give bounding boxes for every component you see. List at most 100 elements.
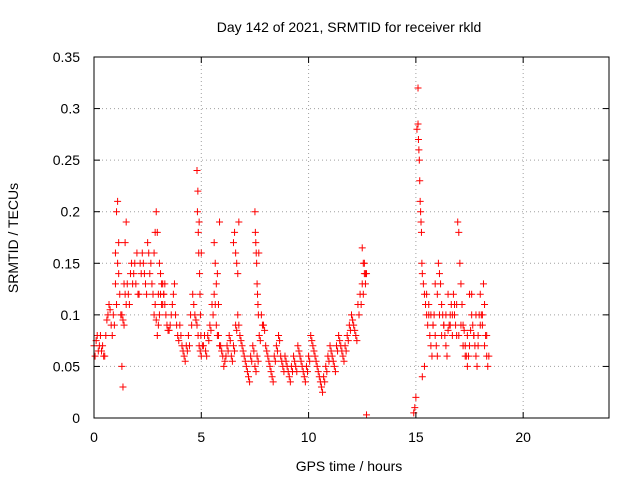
data-point	[91, 352, 99, 360]
data-point	[448, 311, 456, 319]
data-point	[255, 331, 263, 339]
data-point	[119, 383, 127, 391]
data-point	[111, 280, 119, 288]
data-point	[224, 347, 232, 355]
data-point	[457, 321, 465, 329]
data-point	[243, 368, 251, 376]
data-point	[212, 280, 220, 288]
data-point	[463, 362, 471, 370]
x-tick-label: 20	[515, 429, 531, 445]
y-tick-label: 0.05	[53, 358, 80, 374]
data-point	[266, 362, 274, 370]
y-axis-label: SRMTID / TECUs	[5, 183, 21, 293]
data-point	[290, 352, 298, 360]
data-point	[481, 301, 489, 309]
data-point	[301, 378, 309, 386]
data-point	[134, 290, 142, 298]
data-point	[342, 347, 350, 355]
data-point	[209, 311, 217, 319]
data-point	[417, 228, 425, 236]
data-point	[190, 301, 198, 309]
data-point	[213, 331, 221, 339]
data-point	[263, 347, 271, 355]
data-point	[111, 249, 119, 257]
data-point	[252, 239, 260, 247]
data-point	[197, 249, 205, 257]
data-point	[359, 259, 367, 267]
data-point	[323, 368, 331, 376]
data-point	[252, 368, 260, 376]
data-point	[193, 166, 201, 174]
data-point	[254, 357, 262, 365]
data-point	[254, 311, 262, 319]
data-point	[114, 197, 122, 205]
data-point	[446, 321, 454, 329]
data-point	[282, 357, 290, 365]
data-point	[415, 146, 423, 154]
data-point	[212, 321, 220, 329]
data-point	[411, 404, 419, 412]
data-point	[456, 259, 464, 267]
data-point	[306, 357, 314, 365]
data-point	[264, 352, 272, 360]
data-point	[467, 326, 475, 334]
data-point	[307, 331, 315, 339]
data-point	[237, 337, 245, 345]
data-point	[329, 357, 337, 365]
data-point	[234, 311, 242, 319]
data-point	[268, 373, 276, 381]
data-point	[132, 280, 140, 288]
data-point	[120, 321, 128, 329]
data-point	[194, 228, 202, 236]
data-point	[414, 84, 422, 92]
data-point	[211, 259, 219, 267]
data-point	[222, 352, 230, 360]
data-point	[429, 321, 437, 329]
data-point	[309, 342, 317, 350]
data-point	[273, 347, 281, 355]
data-point	[348, 311, 355, 319]
data-point	[251, 208, 259, 216]
data-point	[416, 197, 424, 205]
data-point	[322, 362, 330, 370]
data-point	[468, 290, 476, 298]
data-point	[432, 342, 440, 350]
data-point	[310, 347, 318, 355]
data-point	[155, 259, 163, 267]
data-point	[294, 342, 302, 350]
data-point	[261, 326, 269, 334]
data-point	[416, 177, 424, 185]
data-point	[460, 326, 468, 334]
data-point	[115, 270, 123, 278]
y-tick-label: 0.1	[61, 307, 81, 323]
data-point	[108, 331, 116, 339]
y-tick-label: 0	[72, 410, 80, 426]
data-point	[455, 228, 463, 236]
data-point	[292, 362, 300, 370]
plot-frame	[93, 56, 610, 419]
data-point	[314, 368, 322, 376]
data-point	[275, 331, 283, 339]
data-point	[184, 331, 192, 339]
data-point	[305, 352, 313, 360]
data-point	[418, 259, 426, 267]
data-point	[121, 239, 129, 247]
data-point	[427, 311, 435, 319]
data-point	[443, 352, 451, 360]
data-point	[459, 342, 467, 350]
data-point	[327, 347, 335, 355]
data-point	[296, 352, 304, 360]
x-tick-label: 0	[90, 429, 98, 445]
data-point	[234, 270, 242, 278]
data-point	[414, 136, 422, 144]
data-point	[180, 352, 188, 360]
data-point	[206, 321, 214, 329]
data-point	[418, 270, 426, 278]
data-point	[121, 290, 129, 298]
data-points	[90, 84, 493, 419]
data-point	[225, 331, 233, 339]
data-point	[255, 249, 263, 257]
data-point	[154, 321, 162, 329]
data-point	[245, 373, 252, 381]
data-point	[181, 357, 189, 365]
